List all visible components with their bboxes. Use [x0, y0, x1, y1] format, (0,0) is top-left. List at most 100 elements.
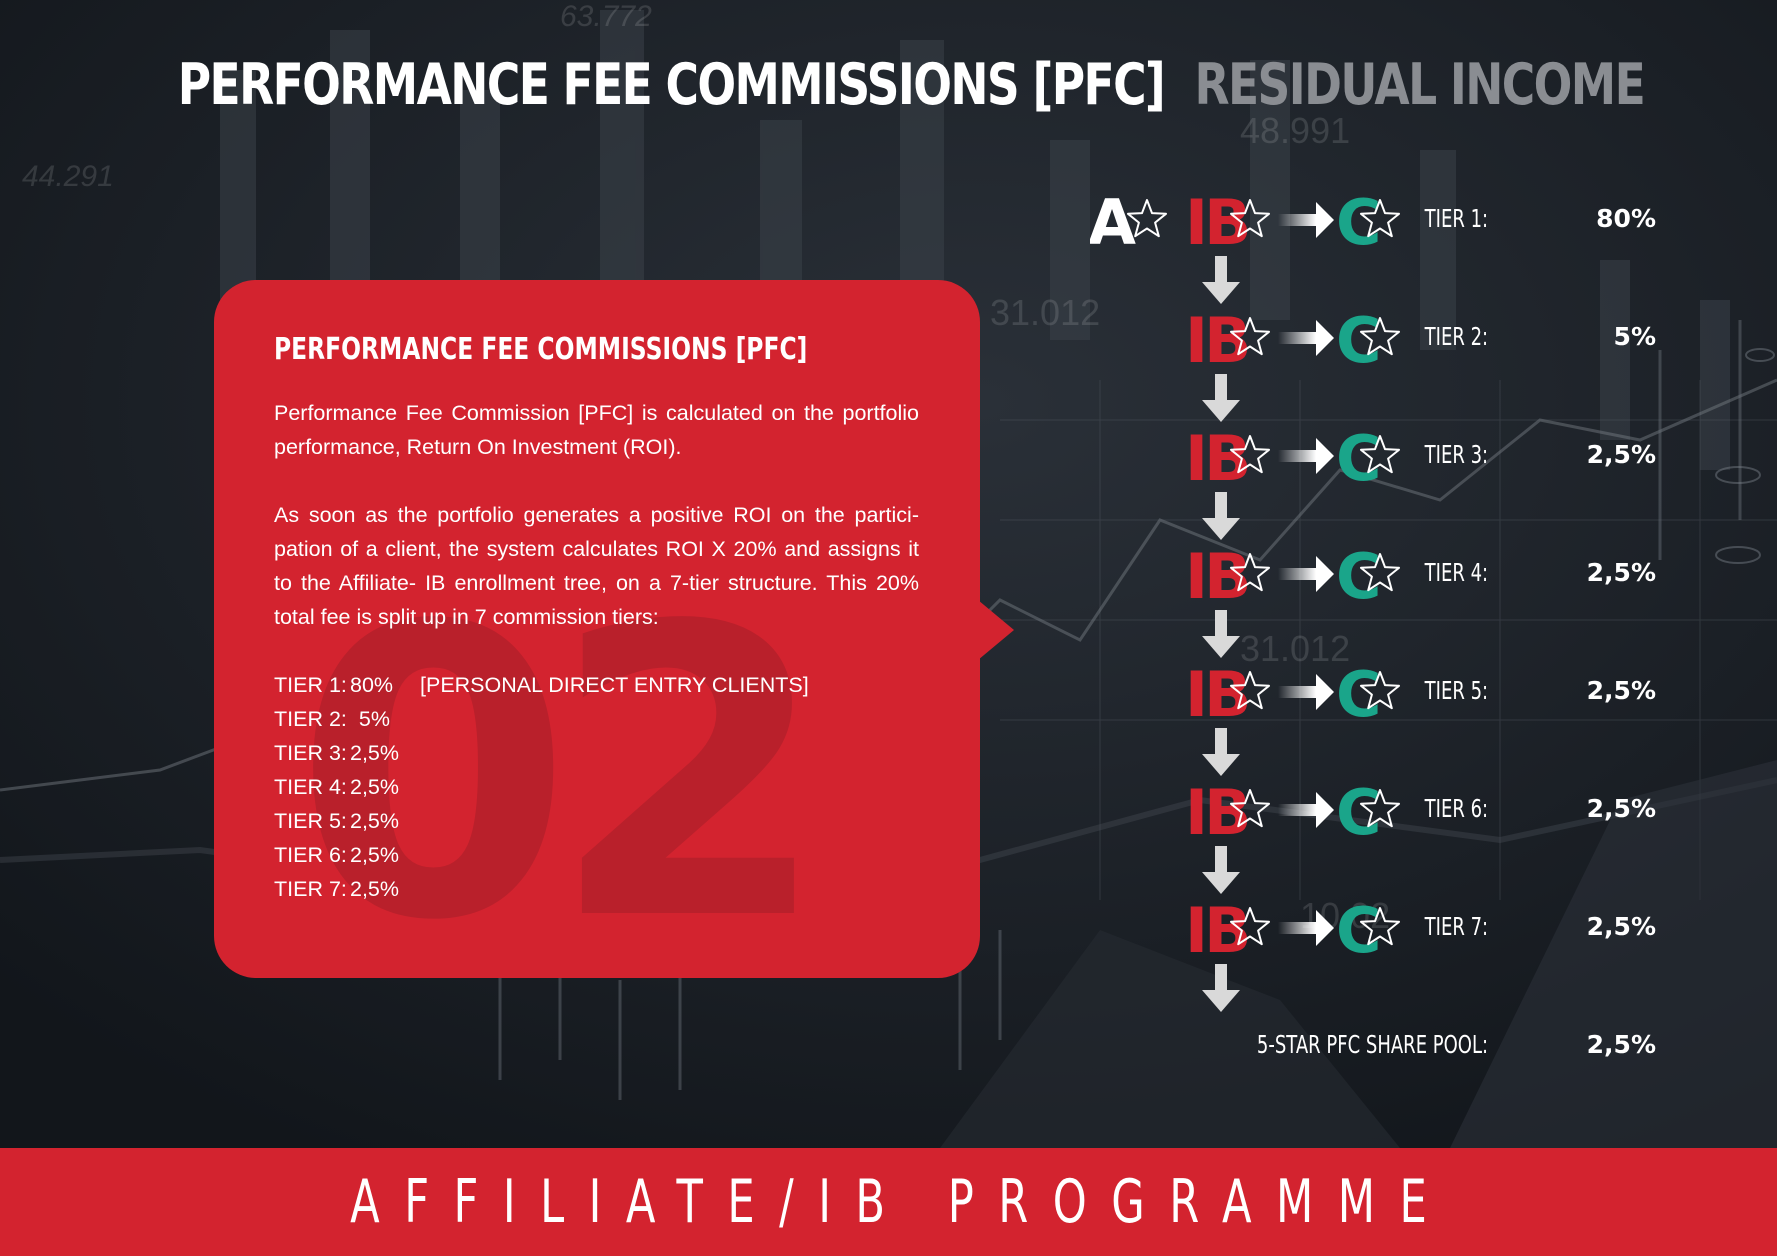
star-icon	[1230, 199, 1270, 238]
background-grid	[1000, 380, 1777, 900]
arrow-down-shaft	[1215, 256, 1227, 284]
tier-value: 2,5%	[350, 809, 400, 833]
list-item: TIER 6: 2,5%	[274, 838, 919, 872]
list-item: TIER 7: 2,5%	[274, 872, 919, 906]
list-item: TIER 1: 80% [PERSONAL DIRECT ENTRY CLIEN…	[274, 668, 919, 702]
arrow-right-shaft	[1278, 922, 1316, 934]
star-icon	[1360, 435, 1400, 474]
star-icon	[1230, 553, 1270, 592]
flow-svg: A IB C IB C IB C IB C IB C IB C IB C	[1090, 186, 1400, 1012]
flow-tier-value: 2,5%	[1586, 558, 1656, 587]
ib-label: IB	[1185, 894, 1247, 967]
tier-value: 2,5%	[350, 877, 400, 901]
page-title-secondary: RESIDUAL INCOME	[1194, 52, 1645, 118]
arrow-right-icon	[1316, 910, 1334, 946]
tier-note: [PERSONAL DIRECT ENTRY CLIENTS]	[420, 673, 809, 697]
arrow-down-icon	[1202, 990, 1240, 1012]
ib-label: IB	[1185, 540, 1247, 613]
client-letter: C	[1336, 894, 1378, 967]
list-item: TIER 2: 5%	[274, 702, 919, 736]
ib-label: IB	[1185, 304, 1247, 377]
star-icon	[1360, 199, 1400, 238]
flow-tier-value: 80%	[1596, 204, 1656, 233]
tier-label: TIER 7:	[274, 877, 347, 901]
arrow-right-icon	[1316, 792, 1334, 828]
arrow-right-shaft	[1278, 804, 1316, 816]
flow-tier-label: TIER 2:	[1424, 322, 1488, 351]
card-paragraph-1: Performance Fee Commission [PFC] is calc…	[274, 401, 919, 459]
ib-label: IB	[1185, 186, 1247, 259]
commission-flow-diagram: A IB C IB C IB C IB C IB C IB C IB C TIER 1: 80% TIER 2:…	[1090, 180, 1680, 1080]
arrow-down-shaft	[1215, 610, 1227, 638]
arrow-down-shaft	[1215, 374, 1227, 402]
star-icon	[1230, 435, 1270, 474]
arrow-right-shaft	[1278, 214, 1316, 226]
list-item: TIER 5: 2,5%	[274, 804, 919, 838]
info-card: 02 PERFORMANCE FEE COMMISSIONS [PFC] Per…	[214, 280, 980, 978]
tier-label: TIER 3:	[274, 741, 347, 765]
client-letter: C	[1336, 304, 1378, 377]
arrow-right-shaft	[1278, 686, 1316, 698]
star-icon	[1230, 789, 1270, 828]
flow-tier-label: TIER 1:	[1424, 204, 1488, 233]
star-icon	[1127, 199, 1167, 238]
flow-tier-value: 2,5%	[1586, 794, 1656, 823]
client-letter: C	[1336, 186, 1378, 259]
background-number: 31.012	[990, 292, 1101, 333]
arrow-right-icon	[1316, 556, 1334, 592]
flow-tier-value: 2,5%	[1586, 676, 1656, 705]
arrow-down-shaft	[1215, 846, 1227, 874]
page-title-primary: PERFORMANCE FEE COMMISSIONS [PFC]	[177, 52, 1166, 118]
star-icon	[1360, 789, 1400, 828]
ib-label: IB	[1185, 422, 1247, 495]
flow-tier-label: TIER 4:	[1424, 558, 1488, 587]
arrow-down-icon	[1202, 754, 1240, 776]
arrow-right-icon	[1316, 320, 1334, 356]
background-number: 44.291	[22, 160, 114, 193]
arrow-down-icon	[1202, 518, 1240, 540]
pool-label: 5-STAR PFC SHARE POOL:	[1256, 1030, 1488, 1059]
background-number: 48.991	[1240, 110, 1351, 151]
list-item: TIER 3: 2,5%	[274, 736, 919, 770]
footer-title: AFFILIATE/IB PROGRAMME	[350, 1167, 1452, 1237]
tier-value: 80%	[350, 673, 394, 697]
flow-tier-label: TIER 5:	[1424, 676, 1488, 705]
card-paragraph-2: As soon as the portfolio generates a pos…	[274, 503, 919, 629]
arrow-down-shaft	[1215, 728, 1227, 756]
pool-value: 2,5%	[1586, 1030, 1656, 1059]
star-icon	[1230, 317, 1270, 356]
tier-value: 2,5%	[350, 741, 400, 765]
page-title: PERFORMANCE FEE COMMISSIONS [PFC] RESIDU…	[177, 50, 1646, 120]
background-number: 63.772	[560, 0, 652, 33]
tier-label: TIER 6:	[274, 843, 347, 867]
flow-tier-label: TIER 7:	[1424, 912, 1488, 941]
tier-label: TIER 5:	[274, 809, 347, 833]
arrow-down-shaft	[1215, 492, 1227, 520]
arrow-down-icon	[1202, 282, 1240, 304]
arrow-down-icon	[1202, 872, 1240, 894]
tier-value: 5%	[358, 707, 390, 731]
arrow-down-icon	[1202, 400, 1240, 422]
tier-label: TIER 4:	[274, 775, 347, 799]
star-icon	[1230, 671, 1270, 710]
tier-label: TIER 2:	[274, 707, 347, 731]
card-heading: PERFORMANCE FEE COMMISSIONS [PFC]	[274, 332, 808, 367]
flow-tier-value: 2,5%	[1586, 912, 1656, 941]
flow-tier-label: TIER 3:	[1424, 440, 1488, 469]
client-letter: C	[1336, 422, 1378, 495]
tier-value: 2,5%	[350, 843, 400, 867]
ib-label: IB	[1185, 658, 1247, 731]
flow-tier-value: 5%	[1613, 322, 1656, 351]
arrow-right-icon	[1316, 438, 1334, 474]
star-icon	[1360, 907, 1400, 946]
background-number: 31.012	[1240, 628, 1351, 669]
list-item: TIER 4: 2,5%	[274, 770, 919, 804]
arrow-right-shaft	[1278, 450, 1316, 462]
star-icon	[1230, 907, 1270, 946]
card-tier-list: TIER 1: 80% [PERSONAL DIRECT ENTRY CLIEN…	[274, 668, 919, 906]
arrow-right-shaft	[1278, 568, 1316, 580]
star-icon	[1360, 317, 1400, 356]
arrow-right-shaft	[1278, 332, 1316, 344]
arrow-down-icon	[1202, 636, 1240, 658]
client-letter: C	[1336, 658, 1378, 731]
